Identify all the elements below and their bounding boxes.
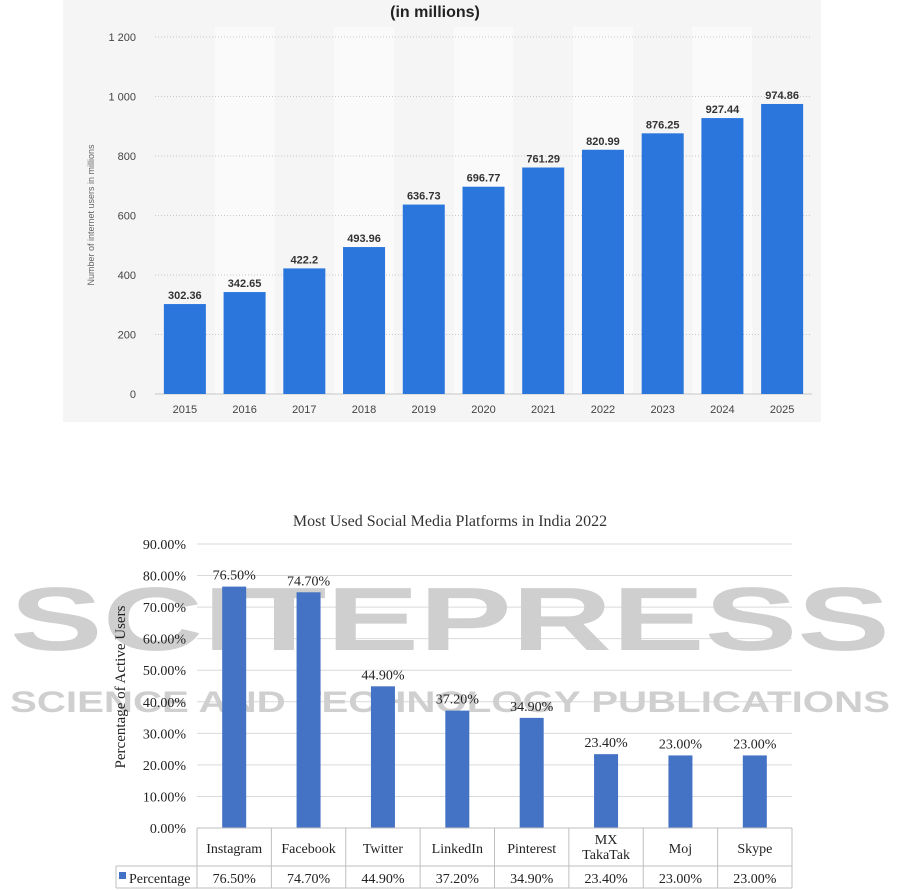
chart2-y-tick-label: 90.00% <box>143 538 187 553</box>
table-value-cell: 23.00% <box>659 872 703 887</box>
chart2-category-label: Instagram <box>206 842 262 857</box>
chart2-y-tick-label: 20.00% <box>143 759 187 774</box>
chart2-bar-Facebook <box>296 592 321 828</box>
chart2-bar-Pinterest <box>519 717 544 828</box>
chart2-y-tick-label: 80.00% <box>143 570 187 585</box>
table-value-cell: 23.40% <box>584 872 628 887</box>
chart1-data-label: 820.99 <box>586 136 620 148</box>
table-value-cell: 23.00% <box>733 872 777 887</box>
chart1-data-label: 636.73 <box>407 191 441 203</box>
chart2-bar-LinkedIn <box>445 710 470 828</box>
chart2-data-label: 44.90% <box>361 668 405 683</box>
chart1-bar-2017 <box>283 268 326 394</box>
chart2-y-tick-label: 10.00% <box>143 790 187 805</box>
chart1-data-label: 422.2 <box>291 254 319 266</box>
chart1-x-tick-label: 2023 <box>650 404 674 416</box>
chart2-category-label: Moj <box>669 842 692 857</box>
chart1-y-tick-label: 0 <box>130 389 136 401</box>
chart1-x-tick-label: 2019 <box>412 404 436 416</box>
chart2-data-label: 23.00% <box>659 737 703 752</box>
chart1-x-tick-label: 2017 <box>292 404 316 416</box>
chart1-y-axis-label: Number of internet users in millions <box>86 144 96 286</box>
legend-swatch <box>119 872 126 879</box>
chart2-category-label: TakaTak <box>582 848 630 863</box>
table-value-cell: 34.90% <box>510 872 554 887</box>
chart1-data-label: 342.65 <box>228 278 262 290</box>
chart2-bar-Twitter <box>370 686 395 828</box>
chart2-category-label: Skype <box>737 842 772 857</box>
chart1-y-tick-label: 1 200 <box>108 32 136 44</box>
chart2-data-label: 23.00% <box>733 737 777 752</box>
chart2-title: Most Used Social Media Platforms in Indi… <box>293 513 607 530</box>
chart2-bar-Instagram <box>222 586 247 828</box>
chart1-bar-2015 <box>163 304 206 394</box>
chart2-category-label: Twitter <box>363 842 404 857</box>
watermark-line1: SCITEPRESS <box>10 570 890 670</box>
chart2-data-label: 74.70% <box>287 574 331 589</box>
chart1-y-tick-label: 800 <box>118 151 136 163</box>
social-media-chart: SCITEPRESS SCIENCE AND TECHNOLOGY PUBLIC… <box>10 513 890 889</box>
chart1-x-tick-label: 2016 <box>232 404 256 416</box>
chart1-x-tick-label: 2020 <box>471 404 495 416</box>
chart2-y-tick-label: 0.00% <box>150 822 187 837</box>
chart1-data-label: 761.29 <box>526 154 560 166</box>
chart2-y-tick-label: 40.00% <box>143 696 187 711</box>
chart1-data-label: 876.25 <box>646 119 680 131</box>
chart1-bar-2025 <box>761 103 804 394</box>
chart2-bar-Moj <box>668 755 693 828</box>
chart1-bar-2016 <box>223 292 266 394</box>
chart2-category-label: Pinterest <box>507 842 556 857</box>
chart1-y-tick-label: 400 <box>118 270 136 282</box>
chart2-data-label: 76.50% <box>213 569 257 584</box>
chart1-title: (in millions) <box>390 4 480 21</box>
chart1-y-tick-label: 1 000 <box>108 92 136 104</box>
chart1-x-tick-label: 2018 <box>352 404 376 416</box>
chart1-bar-2024 <box>701 118 744 394</box>
chart1-x-tick-label: 2024 <box>710 404 734 416</box>
chart1-y-tick-label: 200 <box>118 330 136 342</box>
table-value-cell: 37.20% <box>436 872 480 887</box>
chart2-y-tick-label: 60.00% <box>143 633 187 648</box>
chart2-data-label: 37.20% <box>436 693 480 708</box>
chart2-y-tick-label: 50.00% <box>143 664 187 679</box>
chart1-data-label: 493.96 <box>347 233 381 245</box>
chart1-bar-2018 <box>343 247 386 394</box>
chart2-y-tick-label: 30.00% <box>143 727 187 742</box>
chart1-bar-2023 <box>641 133 684 395</box>
chart1-bar-2020 <box>462 186 505 394</box>
chart1-x-tick-label: 2021 <box>531 404 555 416</box>
chart1-bar-2019 <box>402 204 445 394</box>
chart2-bar-MX-TakaTak <box>594 754 619 828</box>
chart1-x-tick-label: 2015 <box>173 404 197 416</box>
chart2-y-tick-label: 70.00% <box>143 601 187 616</box>
chart1-bar-2021 <box>522 167 565 394</box>
chart1-data-label: 927.44 <box>706 104 741 116</box>
chart1-x-tick-label: 2022 <box>591 404 615 416</box>
chart2-bar-Skype <box>742 755 767 828</box>
chart2-y-axis-label: Percentage of Active Users <box>113 605 129 768</box>
table-value-cell: 76.50% <box>213 872 257 887</box>
chart1-data-label: 974.86 <box>765 90 799 102</box>
legend-series-name: Percentage <box>129 872 190 887</box>
chart1-x-tick-label: 2025 <box>770 404 794 416</box>
chart1-bar-2022 <box>581 149 624 394</box>
table-value-cell: 44.90% <box>361 872 405 887</box>
chart2-data-label: 23.40% <box>584 736 628 751</box>
chart2-category-label: Facebook <box>281 842 335 857</box>
chart2-data-label: 34.90% <box>510 700 554 715</box>
watermark: SCITEPRESS SCIENCE AND TECHNOLOGY PUBLIC… <box>10 570 890 719</box>
table-value-cell: 74.70% <box>287 872 331 887</box>
internet-users-chart: 0 200 400 600 800 1 000 1 200 302.36 342.65 422.… <box>63 0 821 422</box>
chart2-category-label: LinkedIn <box>432 842 483 857</box>
chart2-category-label: MX <box>595 833 618 848</box>
chart1-data-label: 302.36 <box>168 290 202 302</box>
chart1-y-tick-label: 600 <box>118 211 136 223</box>
chart1-data-label: 696.77 <box>467 173 501 185</box>
